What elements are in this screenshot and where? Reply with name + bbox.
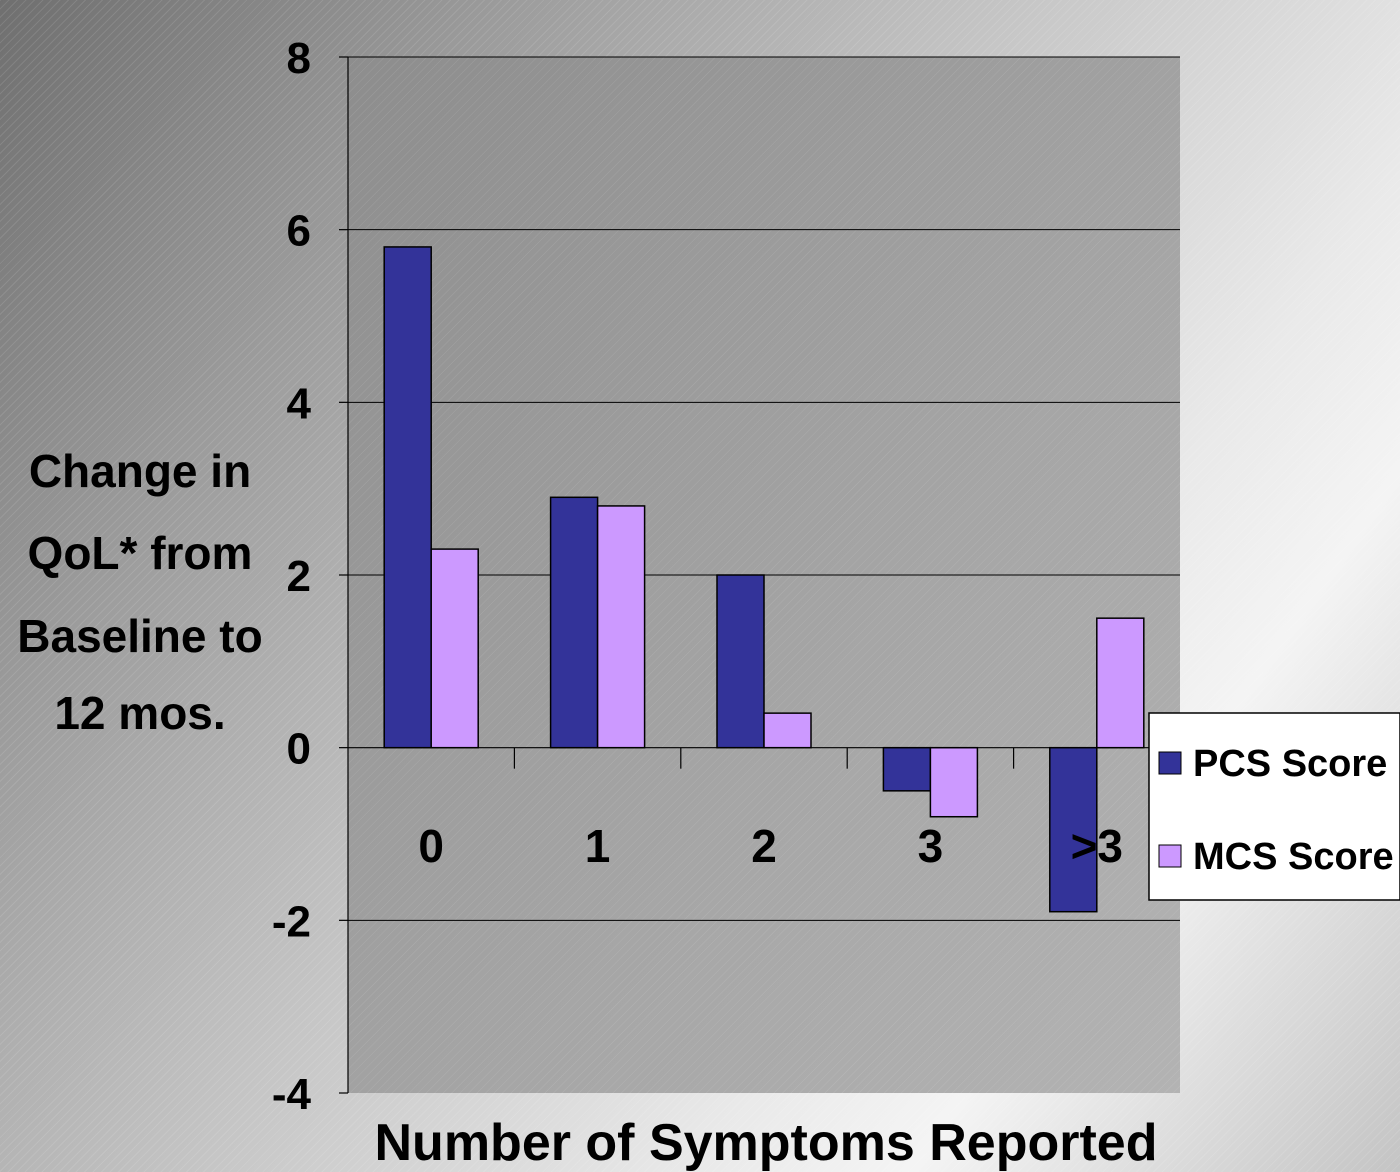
x-category-label: >3 [1071,820,1123,872]
x-axis-title: Number of Symptoms Reported [375,1114,1158,1172]
y-axis-title-line-4: 12 mos. [54,687,225,739]
y-tick-label: 2 [287,552,311,601]
y-tick-label: 0 [287,725,311,774]
y-tick-labels: 8 6 4 2 0 -2 -4 [272,34,312,1119]
legend-box [1148,712,1400,901]
legend: PCS Score MCS Score [1148,712,1400,901]
bar-mcs-score-1 [596,505,646,749]
legend-swatch-mcs [1158,844,1182,868]
legend-label-pcs: PCS Score [1193,743,1387,785]
y-tick-label: 6 [287,207,311,256]
axes [339,56,1180,1094]
x-category-label: 0 [418,820,444,872]
x-category-label: 2 [751,820,777,872]
y-tick-label: 8 [287,34,311,83]
y-axis-title-line-1: Change in [29,445,251,497]
bar-pcs-score-1 [549,496,599,749]
category-labels: 0 1 2 3 >3 [418,820,1123,872]
bar-mcs-score-2 [763,712,812,749]
bar-mcs-score-3 [929,746,979,818]
gridlines [348,56,1180,921]
bar-mcs-score-4 [1096,617,1145,749]
bar-pcs-score-0 [383,246,432,749]
bar-pcs-score-4 [1049,746,1098,913]
legend-label-mcs: MCS Score [1193,836,1394,878]
y-tick-label: 4 [287,379,312,428]
legend-swatch-pcs [1158,751,1182,775]
x-category-label: 1 [585,820,611,872]
x-category-label: 3 [918,820,944,872]
y-axis-title: Change in QoL* from Baseline to 12 mos. [17,445,262,739]
bar-mcs-score-0 [430,548,479,749]
y-tick-label: -4 [272,1070,312,1119]
bars [383,246,1145,913]
bar-pcs-score-3 [882,746,932,792]
bar-pcs-score-2 [716,574,765,749]
y-axis-title-line-3: Baseline to [17,610,262,662]
y-tick-label: -2 [272,897,311,946]
y-axis-title-line-2: QoL* from [28,527,253,579]
